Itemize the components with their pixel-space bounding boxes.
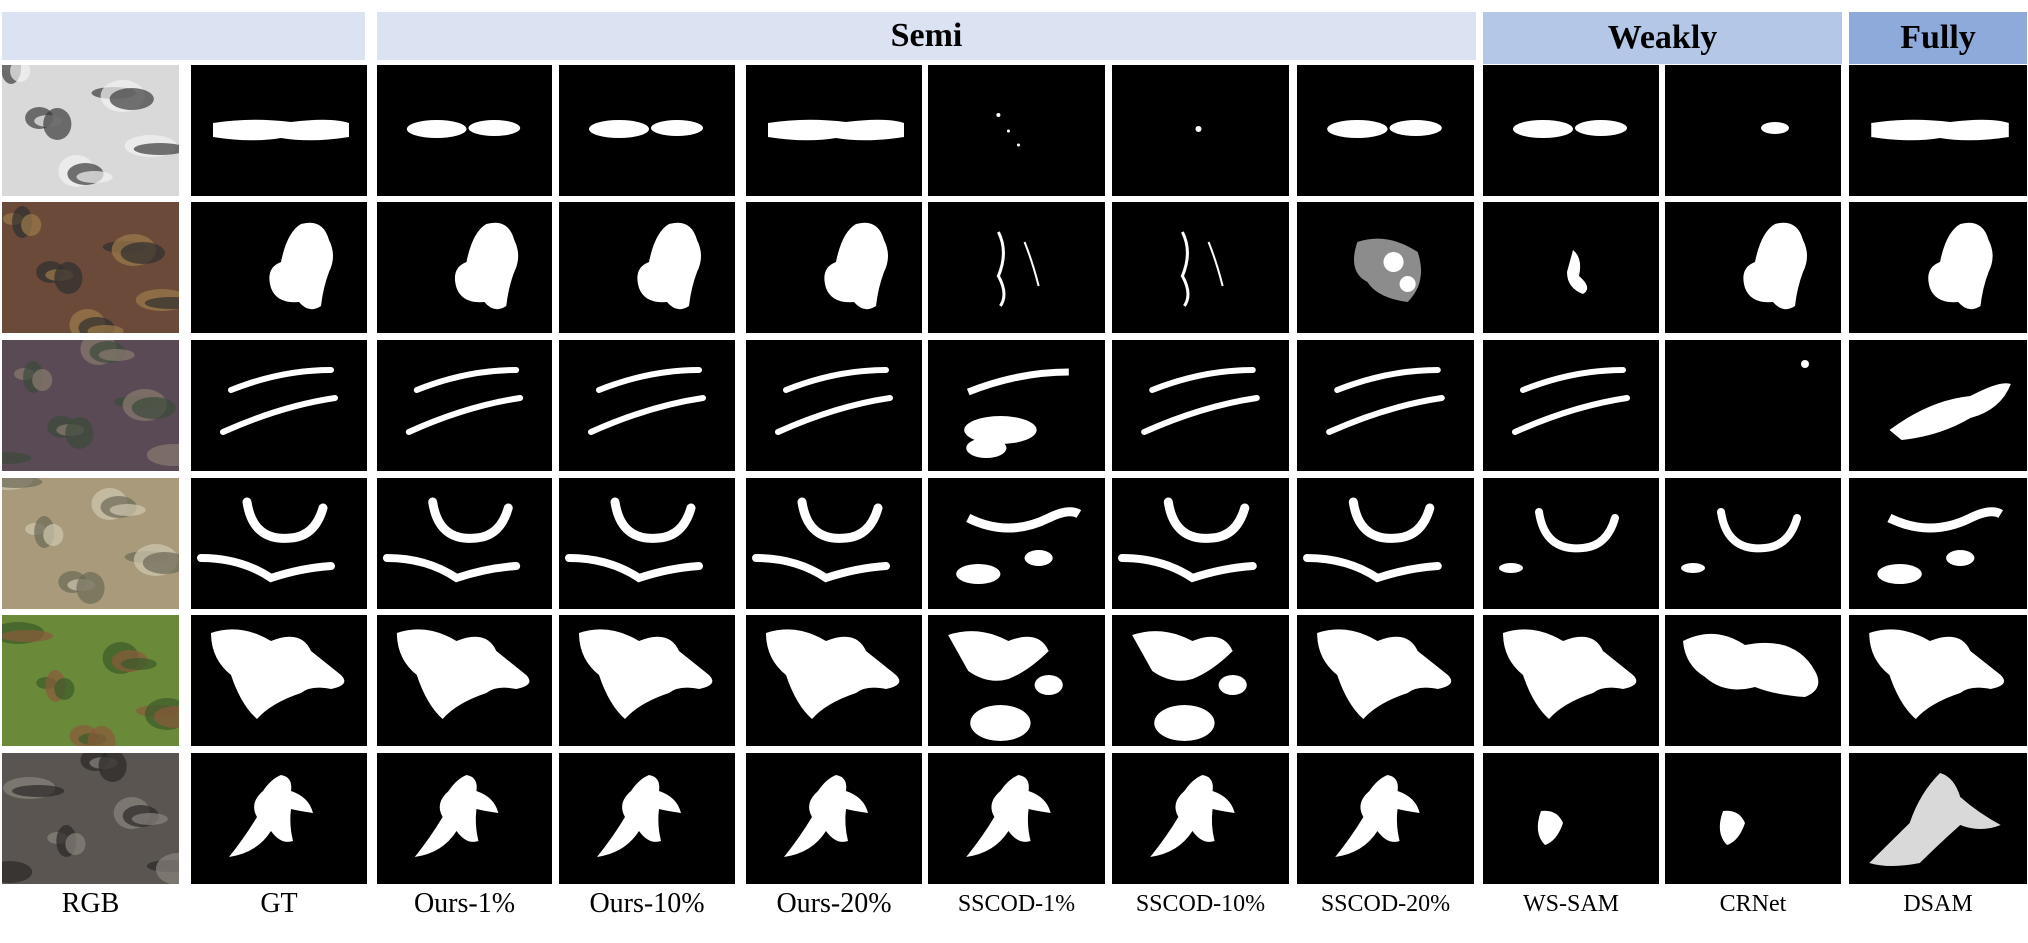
mask-dsam: [1849, 340, 2027, 471]
column-label-crnet: CRNet: [1719, 890, 1787, 917]
mask-sscod-10-: [1112, 478, 1289, 609]
mask-sscod-1-: [928, 753, 1105, 884]
mask-dsam: [1849, 615, 2027, 746]
mask-sscod-20-: [1297, 202, 1474, 333]
mask-ours-10-: [559, 202, 735, 333]
mask-dsam: [1849, 753, 2027, 884]
mask-ws-sam: [1483, 65, 1659, 196]
rgb-image: [2, 615, 179, 746]
column-label-sscod-1-: SSCOD-1%: [957, 890, 1076, 917]
header-weakly: Weakly: [1483, 12, 1842, 64]
mask-sscod-10-: [1112, 340, 1289, 471]
mask-sscod-1-: [928, 615, 1105, 746]
header-semi: Semi: [377, 12, 1476, 60]
column-label-ours-20-: Ours-20%: [776, 888, 892, 919]
mask-ours-1-: [377, 65, 552, 196]
mask-ours-10-: [559, 753, 735, 884]
mask-sscod-10-: [1112, 65, 1289, 196]
mask-ours-10-: [559, 615, 735, 746]
column-label-ours-10-: Ours-10%: [589, 888, 705, 919]
mask-ours-20-: [746, 340, 922, 471]
mask-sscod-20-: [1297, 615, 1474, 746]
mask-ours-20-: [746, 615, 922, 746]
mask-sscod-20-: [1297, 753, 1474, 884]
mask-dsam: [1849, 478, 2027, 609]
header-fully: Fully: [1849, 12, 2027, 64]
mask-ours-1-: [377, 202, 552, 333]
mask-sscod-1-: [928, 478, 1105, 609]
mask-gt: [191, 753, 367, 884]
mask-crnet: [1665, 615, 1841, 746]
mask-dsam: [1849, 65, 2027, 196]
column-label-rgb: RGB: [61, 888, 120, 919]
mask-gt: [191, 615, 367, 746]
mask-sscod-10-: [1112, 202, 1289, 333]
mask-ours-20-: [746, 478, 922, 609]
mask-crnet: [1665, 753, 1841, 884]
mask-ours-1-: [377, 340, 552, 471]
mask-ws-sam: [1483, 340, 1659, 471]
mask-sscod-10-: [1112, 753, 1289, 884]
mask-ours-20-: [746, 65, 922, 196]
mask-sscod-1-: [928, 340, 1105, 471]
rgb-image: [2, 65, 179, 196]
column-label-sscod-10-: SSCOD-10%: [1135, 890, 1266, 917]
column-label-sscod-20-: SSCOD-20%: [1320, 890, 1451, 917]
mask-sscod-1-: [928, 202, 1105, 333]
column-label-ours-1-: Ours-1%: [413, 888, 516, 919]
mask-ours-10-: [559, 340, 735, 471]
mask-sscod-20-: [1297, 340, 1474, 471]
mask-ws-sam: [1483, 478, 1659, 609]
mask-crnet: [1665, 202, 1841, 333]
mask-gt: [191, 65, 367, 196]
rgb-image: [2, 340, 179, 471]
header-blank: [2, 12, 365, 60]
mask-ours-20-: [746, 753, 922, 884]
mask-ws-sam: [1483, 753, 1659, 884]
rgb-image: [2, 202, 179, 333]
mask-crnet: [1665, 340, 1841, 471]
mask-ours-10-: [559, 478, 735, 609]
mask-sscod-20-: [1297, 65, 1474, 196]
rgb-image: [2, 478, 179, 609]
rgb-image: [2, 753, 179, 884]
mask-sscod-10-: [1112, 615, 1289, 746]
mask-ours-1-: [377, 615, 552, 746]
mask-ours-1-: [377, 753, 552, 884]
mask-ours-20-: [746, 202, 922, 333]
mask-gt: [191, 340, 367, 471]
mask-dsam: [1849, 202, 2027, 333]
mask-ws-sam: [1483, 202, 1659, 333]
mask-ours-10-: [559, 65, 735, 196]
mask-sscod-20-: [1297, 478, 1474, 609]
column-label-ws-sam: WS-SAM: [1522, 890, 1619, 917]
column-label-dsam: DSAM: [1903, 890, 1973, 917]
mask-crnet: [1665, 65, 1841, 196]
mask-ours-1-: [377, 478, 552, 609]
mask-ws-sam: [1483, 615, 1659, 746]
mask-gt: [191, 478, 367, 609]
mask-crnet: [1665, 478, 1841, 609]
mask-gt: [191, 202, 367, 333]
mask-sscod-1-: [928, 65, 1105, 196]
column-label-gt: GT: [260, 888, 298, 919]
